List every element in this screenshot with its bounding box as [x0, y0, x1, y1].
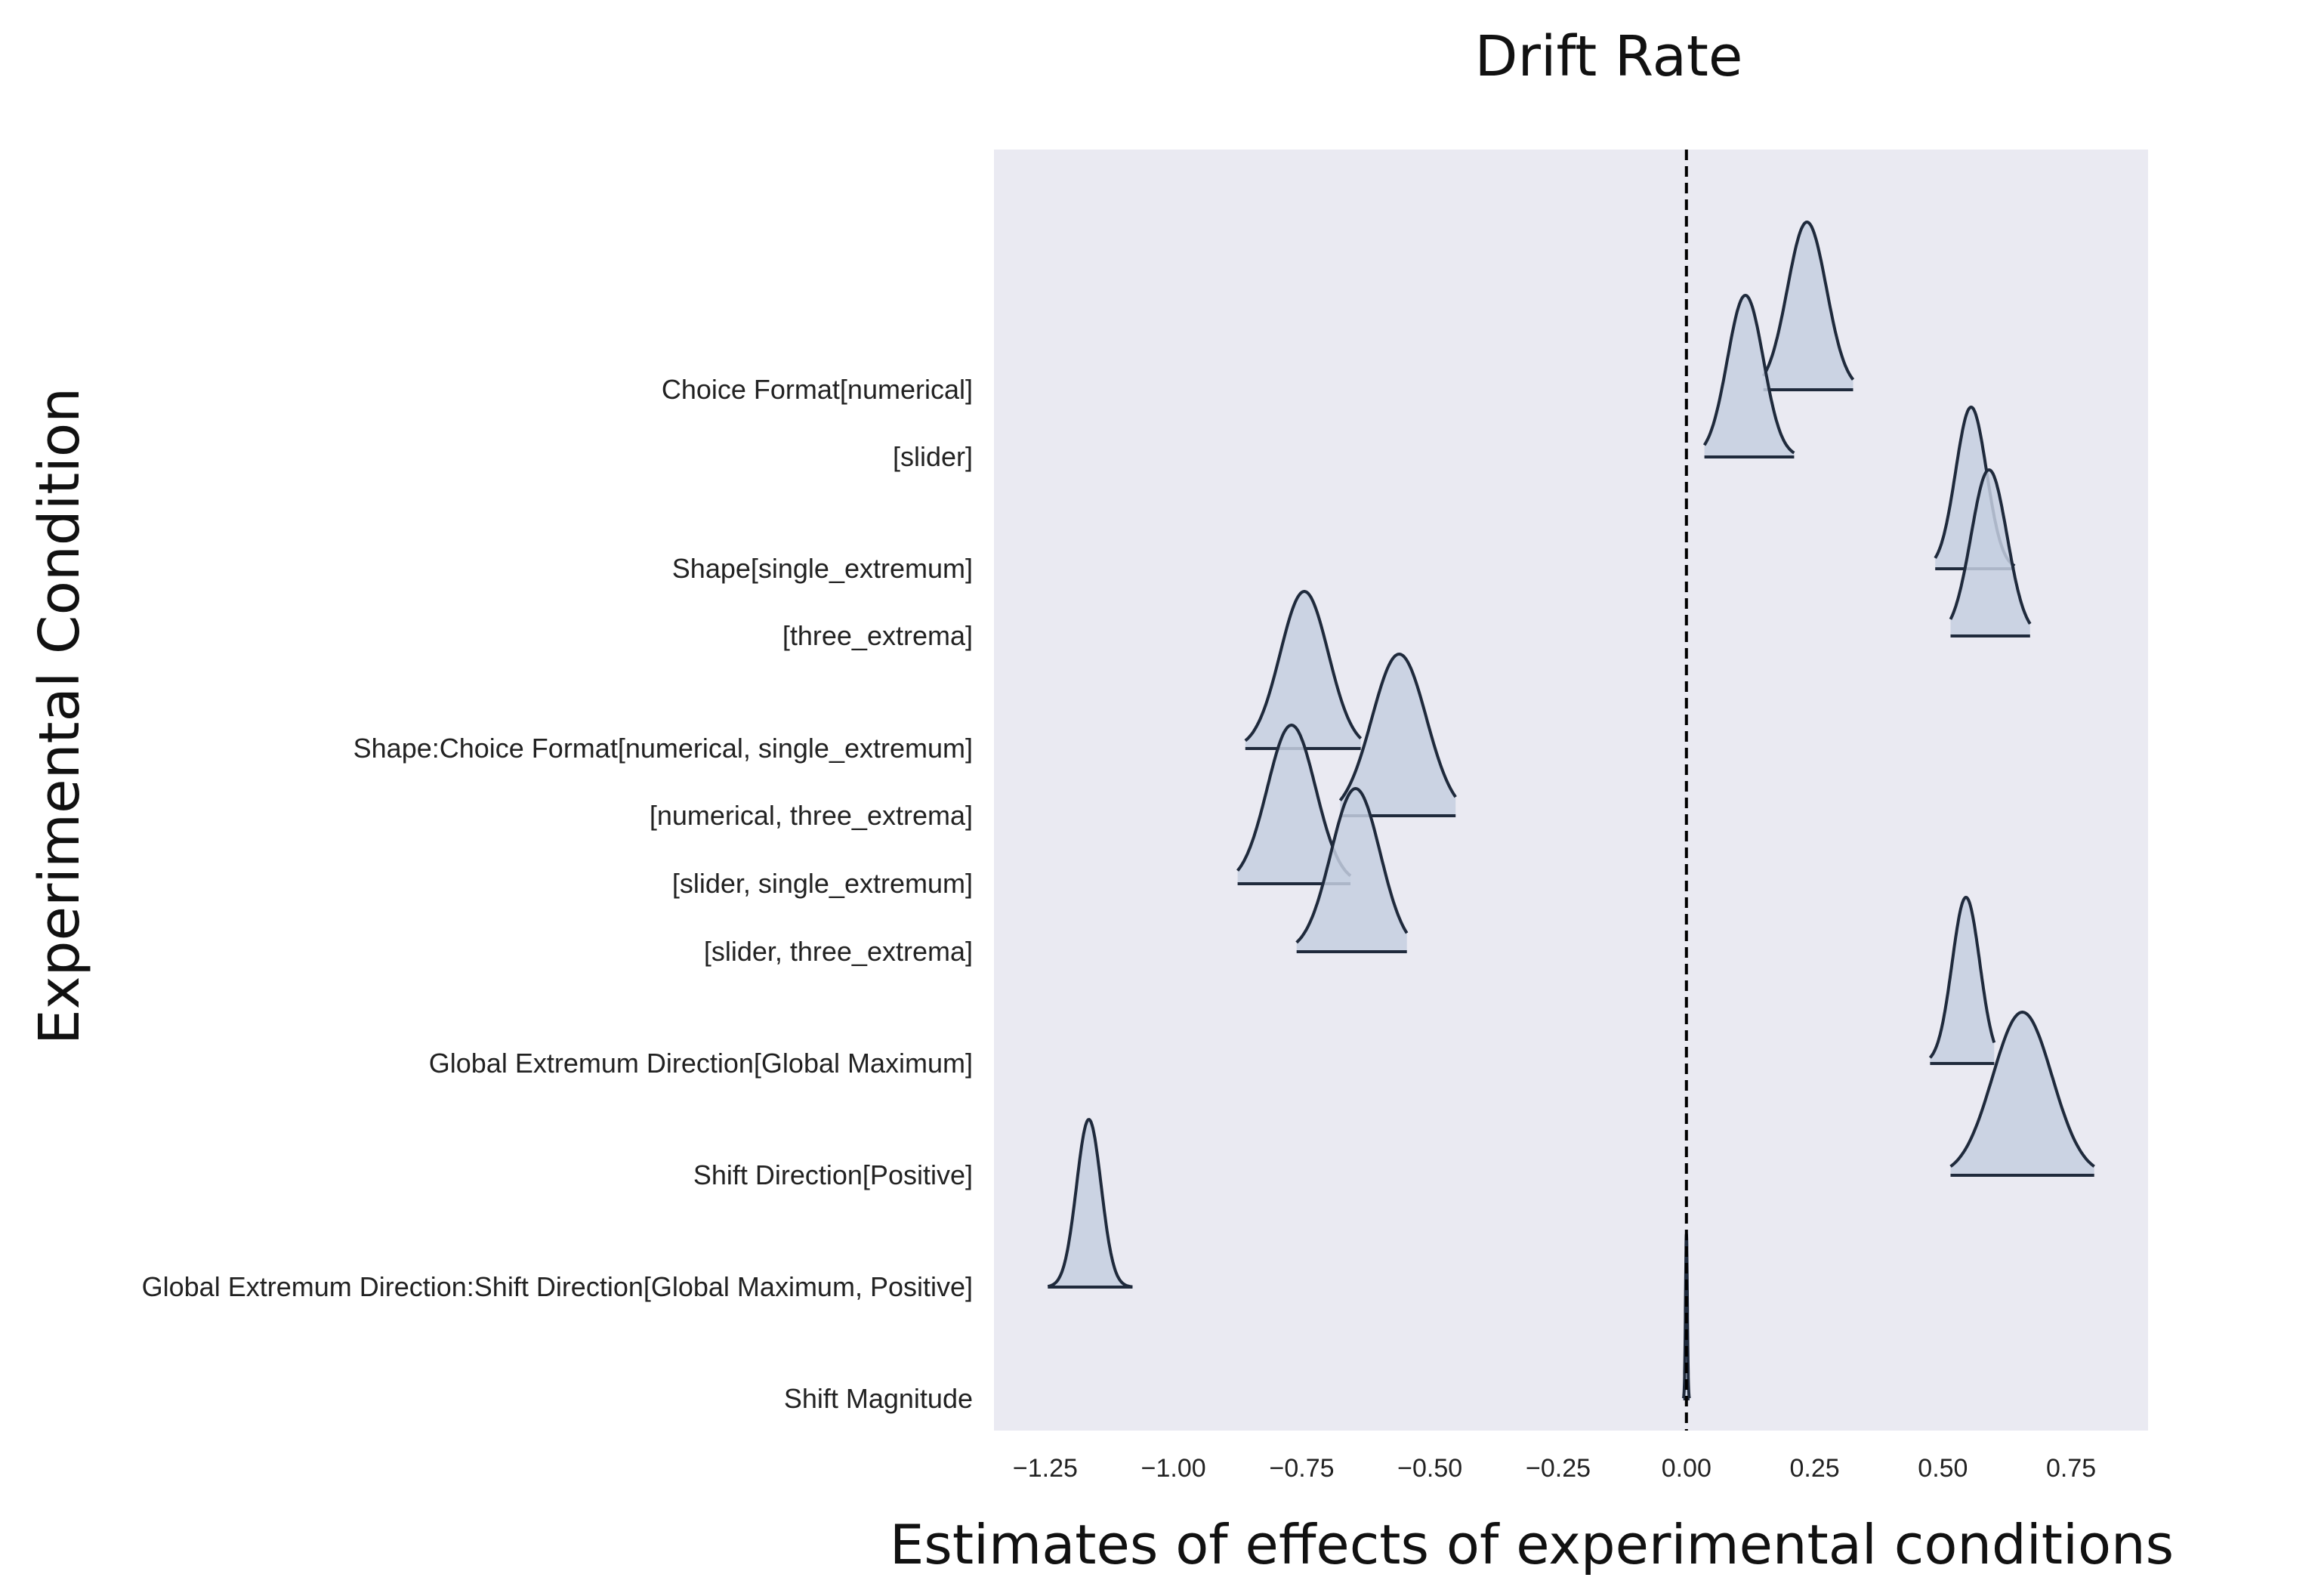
x-tick-label: 0.50 — [1918, 1454, 1968, 1483]
x-tick-label: −1.25 — [1013, 1454, 1078, 1483]
density-area — [1296, 789, 1407, 952]
x-tick-label: −0.50 — [1397, 1454, 1462, 1483]
x-tick-label: 0.25 — [1790, 1454, 1840, 1483]
density-curve — [1047, 1118, 1134, 1289]
density-area — [1930, 897, 1995, 1063]
density-ridge — [1761, 221, 1855, 391]
plot-area — [994, 150, 2148, 1431]
density-curve — [1761, 221, 1855, 381]
density-ridge — [1702, 294, 1795, 458]
category-label: [numerical, three_extrema] — [650, 800, 973, 831]
category-label: Global Extremum Direction:Shift Directio… — [142, 1271, 973, 1302]
density-marks — [1047, 221, 2095, 1400]
density-area — [1763, 222, 1853, 390]
x-tick-label: −0.25 — [1526, 1454, 1591, 1483]
x-tick-label: −1.00 — [1141, 1454, 1206, 1483]
y-axis-label: Experimental Condition — [27, 387, 92, 1045]
x-tick-label: −0.75 — [1269, 1454, 1334, 1483]
category-label: Choice Format[numerical] — [662, 374, 973, 405]
density-ridge — [1047, 1118, 1134, 1289]
chart-title: Drift Rate — [1475, 24, 1743, 89]
density-curve — [1949, 1011, 2095, 1168]
x-tick-label: 0.00 — [1662, 1454, 1711, 1483]
density-area — [1704, 295, 1795, 457]
density-area — [1245, 591, 1361, 749]
x-axis-label: Estimates of effects of experimental con… — [890, 1513, 2174, 1576]
category-label: [slider, three_extrema] — [704, 936, 973, 967]
category-label: Shape[single_extremum] — [672, 553, 973, 584]
density-area — [1950, 470, 2030, 636]
category-labels: Choice Format[numerical] [slider] Shape[si… — [142, 374, 973, 1414]
density-curve — [1295, 787, 1409, 944]
x-tick-label: 0.75 — [2046, 1454, 2096, 1483]
category-label: [slider, single_extremum] — [672, 868, 973, 899]
category-label: Shape:Choice Format[numerical, single_ex… — [353, 733, 973, 764]
density-ridge — [1928, 896, 1996, 1065]
density-ridge — [1949, 1011, 2095, 1177]
density-ridge — [1295, 787, 1409, 953]
category-label: [three_extrema] — [782, 620, 973, 651]
x-axis-ticks: −1.25 −1.00 −0.75 −0.50 −0.25 0.00 0.25 0.50 0.7… — [1013, 1454, 2096, 1483]
density-area — [1340, 654, 1456, 816]
density-curve — [1702, 294, 1795, 455]
category-label: Shift Magnitude — [784, 1383, 973, 1414]
density-area — [1950, 1012, 2094, 1175]
density-area — [1237, 725, 1350, 884]
density-curve — [1928, 896, 1996, 1059]
density-curve — [1949, 468, 2032, 625]
density-ridge — [1949, 468, 2032, 637]
category-label: Shift Direction[Positive] — [693, 1159, 973, 1190]
category-label: Global Extremum Direction[Global Maximum… — [429, 1048, 973, 1079]
density-curve — [1338, 653, 1457, 801]
density-curve — [1244, 590, 1363, 742]
category-label: [slider] — [893, 441, 973, 472]
